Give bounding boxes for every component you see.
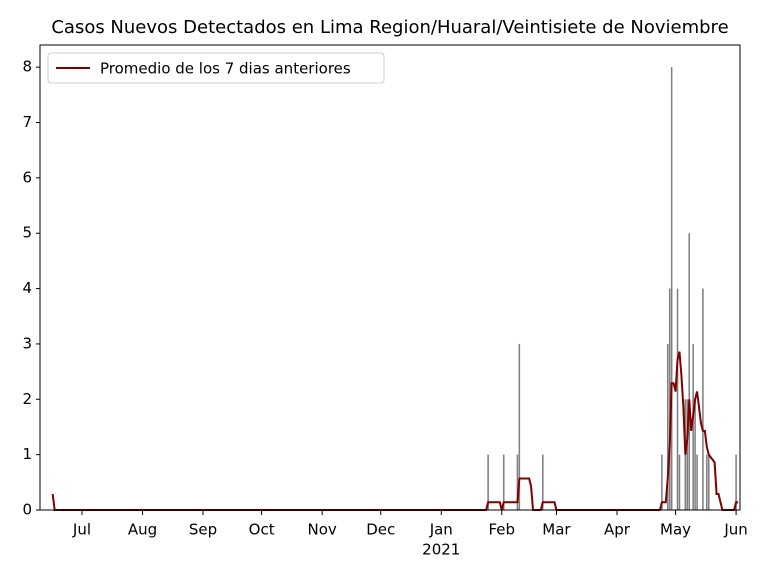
bar [702, 288, 704, 510]
x-tick-label: Sep [189, 521, 217, 539]
y-tick-label: 8 [22, 58, 32, 76]
bar [518, 343, 521, 510]
bar [670, 67, 673, 511]
y-tick-label: 5 [22, 224, 32, 242]
y-tick-label: 2 [22, 390, 32, 408]
bar [668, 288, 671, 510]
x-tick-label: Nov [308, 521, 337, 539]
bar [735, 454, 737, 510]
legend-label: Promedio de los 7 dias anteriores [100, 60, 351, 78]
bar [516, 454, 519, 510]
bar [502, 454, 505, 510]
y-tick-label: 7 [22, 113, 32, 131]
bar [692, 343, 694, 510]
y-tick-label: 4 [22, 279, 32, 297]
x-year-label: 2021 [422, 541, 460, 559]
x-tick-label: Jan [429, 521, 453, 539]
bar [661, 454, 663, 510]
x-tick-label: Apr [604, 521, 631, 539]
x-tick-label: Oct [249, 521, 275, 539]
bar [542, 454, 544, 510]
chart-title: Casos Nuevos Detectados en Lima Region/H… [51, 17, 728, 38]
y-tick-label: 6 [22, 168, 32, 186]
bar [694, 399, 696, 510]
bar [707, 454, 710, 510]
x-tick-label: May [660, 521, 691, 539]
bar [706, 454, 708, 510]
y-tick-label: 1 [22, 445, 32, 463]
bar [487, 454, 489, 510]
bar [676, 288, 679, 510]
bar [686, 399, 689, 510]
y-tick-label: 0 [22, 501, 32, 519]
x-tick-label: Dec [366, 521, 395, 539]
legend-box [47, 52, 385, 84]
x-tick-label: Aug [128, 521, 157, 539]
bar [678, 454, 681, 510]
average-line [51, 351, 739, 511]
bar [696, 454, 698, 510]
x-tick-label: Feb [489, 521, 516, 539]
x-tick-label: Mar [542, 521, 571, 539]
plot-frame [39, 44, 741, 511]
bar [666, 343, 669, 510]
x-tick-label: Jun [723, 521, 747, 539]
y-tick-label: 3 [22, 334, 32, 352]
x-tick-label: Jul [72, 521, 91, 539]
bar [688, 233, 691, 510]
